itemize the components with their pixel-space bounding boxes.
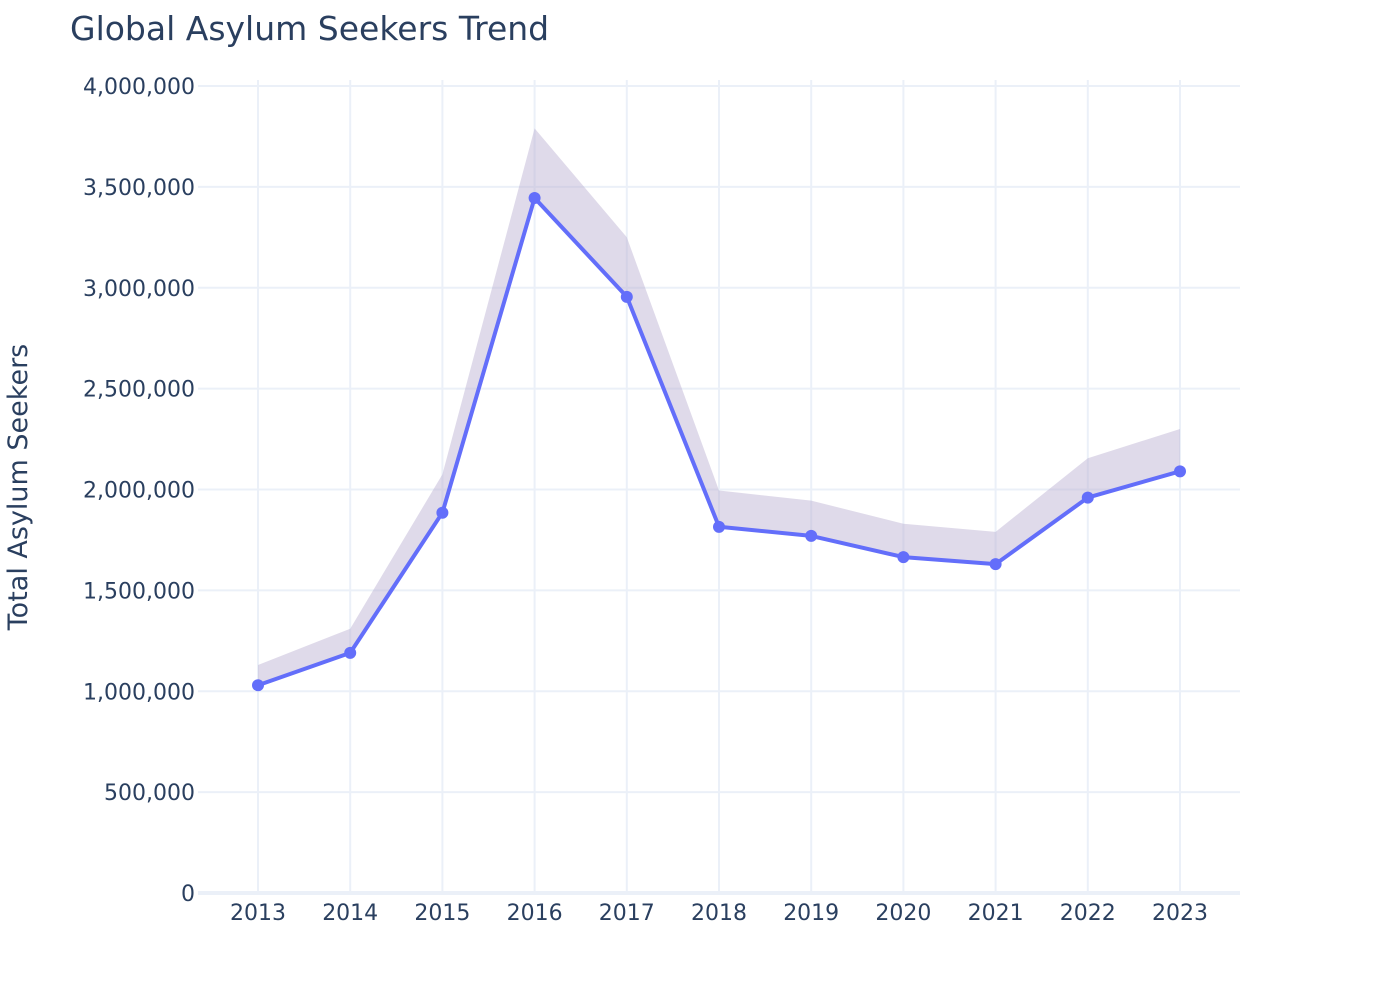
data-point [989,558,1002,571]
marker-layer [252,191,1186,692]
data-point [620,290,633,303]
data-point [805,529,818,542]
x-tick-label: 2016 [507,901,563,926]
data-point [897,551,910,564]
data-point [1081,491,1094,504]
uncertainty-band [258,128,1180,686]
y-tick-label: 2,000,000 [83,479,195,504]
grid-layer [198,80,1240,895]
y-tick-label: 500,000 [104,781,195,806]
y-tick-label: 3,500,000 [83,176,195,201]
y-tick-label: 3,000,000 [83,277,195,302]
x-tick-label: 2022 [1060,901,1116,926]
data-point [436,506,449,519]
band-layer [258,128,1180,686]
data-point [1174,465,1186,478]
x-tick-labels: 2013 2014 2015 2016 2017 2018 2019 2020 2021 2022… [230,901,1208,926]
data-point [252,679,264,692]
x-tick-label: 2017 [599,901,655,926]
y-tick-label: 0 [181,882,195,907]
y-tick-label: 1,500,000 [83,579,195,604]
x-tick-label: 2018 [691,901,747,926]
data-point [713,520,725,533]
y-axis-title: Total Asylum Seekers [3,344,34,631]
y-tick-label: 1,000,000 [83,680,195,705]
x-tick-label: 2020 [875,901,931,926]
x-tick-label: 2023 [1152,901,1208,926]
x-tick-label: 2015 [414,901,470,926]
y-tick-label: 2,500,000 [83,378,195,403]
data-point [528,191,541,204]
chart-title: Global Asylum Seekers Trend [70,9,549,48]
y-tick-label: 4,000,000 [83,75,195,100]
x-tick-label: 2014 [322,901,378,926]
x-tick-label: 2021 [968,901,1024,926]
data-point [344,646,357,659]
x-tick-label: 2019 [783,901,839,926]
y-tick-labels: 0 500,000 1,000,000 1,500,000 2,000,000 2,500… [83,75,195,907]
x-tick-label: 2013 [230,901,286,926]
